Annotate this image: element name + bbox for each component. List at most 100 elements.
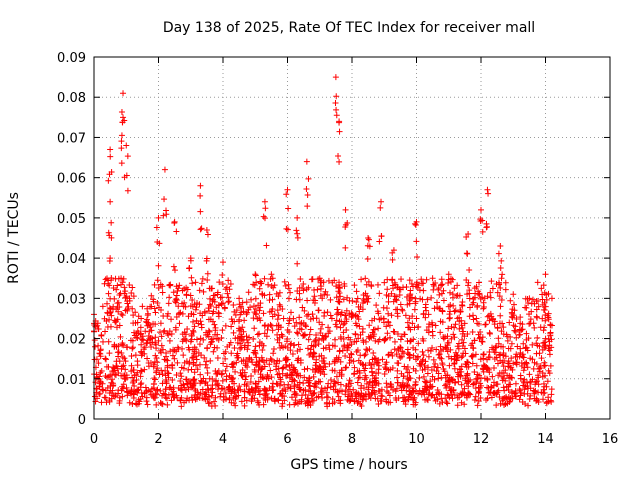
data-point (480, 303, 487, 310)
data-point (151, 375, 158, 382)
data-point (301, 366, 308, 373)
data-point (304, 395, 311, 402)
data-point (281, 393, 288, 400)
data-point (503, 383, 510, 390)
data-point (499, 320, 506, 327)
data-point (296, 384, 303, 391)
data-point (500, 324, 507, 331)
data-point (144, 355, 151, 362)
data-point (334, 306, 341, 313)
data-point (477, 295, 484, 302)
data-point (290, 315, 297, 322)
data-point (458, 381, 465, 388)
data-point (436, 351, 443, 358)
data-point (203, 255, 210, 262)
data-point (123, 293, 130, 300)
data-point (496, 352, 503, 359)
data-point (248, 296, 255, 303)
data-point (426, 321, 433, 328)
data-point (292, 397, 299, 404)
data-point (470, 381, 477, 388)
data-point (391, 329, 398, 336)
data-point (251, 387, 258, 394)
data-point (243, 333, 250, 340)
data-point (258, 280, 265, 287)
data-point (393, 385, 400, 392)
data-point (383, 359, 390, 366)
data-point (237, 345, 244, 352)
data-point (497, 303, 504, 310)
data-point (505, 394, 512, 401)
data-point (419, 348, 426, 355)
data-point (451, 391, 458, 398)
data-point (238, 398, 245, 405)
data-point (316, 319, 323, 326)
data-point (492, 349, 499, 356)
data-point (498, 297, 505, 304)
data-point (400, 398, 407, 405)
data-point (524, 390, 531, 397)
data-point (225, 386, 232, 393)
data-point (92, 323, 99, 330)
data-point (396, 291, 403, 298)
data-point (241, 317, 248, 324)
y-tick-label: 0.07 (57, 131, 86, 146)
data-point (116, 304, 123, 311)
data-point (385, 310, 392, 317)
data-point (205, 316, 212, 323)
data-point (271, 397, 278, 404)
data-point (201, 354, 208, 361)
data-point (195, 320, 202, 327)
data-point (530, 365, 537, 372)
data-point (371, 375, 378, 382)
data-point (510, 322, 517, 329)
data-point (250, 336, 257, 343)
data-point (238, 331, 245, 338)
data-point (494, 289, 501, 296)
data-point (137, 381, 144, 388)
data-point (440, 297, 447, 304)
data-point (442, 395, 449, 402)
data-point (317, 329, 324, 336)
data-point (140, 346, 147, 353)
data-point (522, 304, 529, 311)
y-tick-label: 0.08 (57, 91, 86, 106)
data-point (265, 281, 272, 288)
data-point (362, 351, 369, 358)
data-point (404, 319, 411, 326)
data-point (535, 399, 542, 406)
data-point (438, 290, 445, 297)
data-point (199, 386, 206, 393)
data-point (262, 386, 269, 393)
data-point (227, 281, 234, 288)
data-point (420, 287, 427, 294)
y-tick-label: 0.05 (57, 212, 86, 227)
data-point (333, 106, 340, 113)
data-point (262, 215, 269, 222)
data-point (255, 367, 262, 374)
data-point (190, 361, 197, 368)
data-point (512, 328, 519, 335)
data-point (315, 378, 322, 385)
data-point (105, 290, 112, 297)
data-point (399, 348, 406, 355)
peak-point (342, 206, 349, 213)
data-point (279, 333, 286, 340)
data-point (311, 380, 318, 387)
data-point (132, 352, 139, 359)
data-point (370, 326, 377, 333)
data-point (513, 315, 520, 322)
data-point (535, 303, 542, 310)
data-point (304, 192, 311, 199)
data-point (309, 311, 316, 318)
data-point (540, 363, 547, 370)
data-point (96, 379, 103, 386)
data-point (284, 336, 291, 343)
data-point (112, 392, 119, 399)
data-point (502, 279, 509, 286)
data-point (204, 370, 211, 377)
data-point (93, 356, 100, 363)
data-point (346, 297, 353, 304)
data-point (486, 369, 493, 376)
data-point (354, 399, 361, 406)
